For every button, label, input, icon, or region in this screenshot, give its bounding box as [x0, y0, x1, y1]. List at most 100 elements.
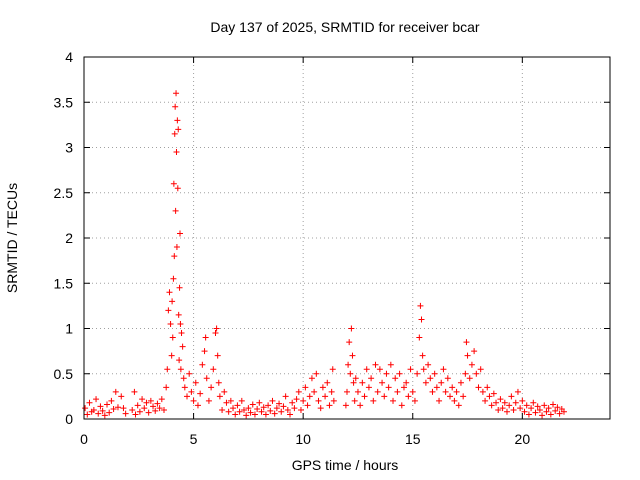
- data-point: [175, 311, 182, 318]
- data-point: [152, 407, 159, 414]
- data-point: [295, 388, 302, 395]
- data-point: [556, 410, 563, 417]
- data-point: [392, 375, 399, 382]
- data-point: [147, 397, 154, 404]
- data-point: [473, 370, 480, 377]
- data-point: [212, 330, 219, 337]
- data-point: [225, 408, 232, 415]
- data-point: [280, 403, 287, 410]
- data-point: [213, 325, 220, 332]
- x-tick-label: 0: [80, 431, 88, 447]
- data-point: [230, 405, 237, 412]
- data-point: [254, 406, 261, 413]
- data-point: [306, 393, 313, 400]
- data-point: [409, 388, 416, 395]
- y-tick-label: 1.5: [54, 275, 74, 291]
- data-point: [143, 399, 150, 406]
- data-point: [178, 330, 185, 337]
- data-point: [348, 325, 355, 332]
- data-point: [351, 397, 358, 404]
- data-point: [370, 397, 377, 404]
- data-point: [539, 412, 546, 419]
- data-point: [175, 126, 182, 133]
- data-point: [108, 397, 115, 404]
- data-point: [521, 408, 528, 415]
- data-point: [493, 399, 500, 406]
- data-point: [361, 393, 368, 400]
- data-point: [383, 370, 390, 377]
- data-point: [488, 402, 495, 409]
- data-point: [234, 402, 241, 409]
- data-point: [396, 370, 403, 377]
- data-point: [444, 375, 451, 382]
- data-point: [118, 393, 125, 400]
- y-axis-label: SRMTID / TECUs: [4, 183, 20, 293]
- data-point: [145, 409, 152, 416]
- data-point: [541, 402, 548, 409]
- data-point: [163, 384, 170, 391]
- data-point: [442, 388, 449, 395]
- data-point: [293, 396, 300, 403]
- data-point: [199, 361, 206, 368]
- chart-title: Day 137 of 2025, SRMTID for receiver bca…: [210, 19, 480, 35]
- data-point: [345, 361, 352, 368]
- y-tick-label: 3: [65, 140, 73, 156]
- data-point: [247, 409, 254, 416]
- data-point: [398, 402, 405, 409]
- data-point: [101, 412, 108, 419]
- data-point: [508, 393, 515, 400]
- data-point: [173, 244, 180, 251]
- data-point: [433, 384, 440, 391]
- data-point: [132, 411, 139, 418]
- data-point: [455, 402, 462, 409]
- data-point: [106, 409, 113, 416]
- data-point: [269, 397, 276, 404]
- data-point: [477, 366, 484, 373]
- data-point: [449, 384, 456, 391]
- data-point: [99, 407, 106, 414]
- data-point: [464, 352, 471, 359]
- data-point: [390, 397, 397, 404]
- data-point: [110, 406, 117, 413]
- data-point: [350, 379, 357, 386]
- data-point: [429, 388, 436, 395]
- data-point: [417, 302, 424, 309]
- data-point: [165, 307, 172, 314]
- data-point: [201, 348, 208, 355]
- data-point: [528, 405, 535, 412]
- data-point: [560, 408, 567, 415]
- data-point: [139, 396, 146, 403]
- data-point: [447, 393, 454, 400]
- data-point: [289, 399, 296, 406]
- data-point: [300, 397, 307, 404]
- data-point: [324, 379, 331, 386]
- data-point: [304, 402, 311, 409]
- data-point: [440, 366, 447, 373]
- data-point: [344, 388, 350, 395]
- data-point: [210, 366, 217, 373]
- data-point: [136, 408, 143, 415]
- data-point: [372, 361, 379, 368]
- data-point: [514, 388, 521, 395]
- data-point: [120, 405, 127, 412]
- data-point: [219, 406, 226, 413]
- data-point: [302, 384, 309, 391]
- data-point: [552, 407, 559, 414]
- data-point: [150, 403, 157, 410]
- data-point: [510, 406, 517, 413]
- data-point: [536, 406, 543, 413]
- data-point: [197, 390, 204, 397]
- data-point: [160, 406, 167, 413]
- data-point: [184, 393, 191, 400]
- data-point: [422, 379, 429, 386]
- y-tick-label: 4: [65, 49, 73, 65]
- data-point: [403, 379, 410, 386]
- data-point: [141, 405, 148, 412]
- data-point: [411, 397, 418, 404]
- data-point: [240, 406, 247, 413]
- data-point: [368, 375, 375, 382]
- data-point: [122, 410, 129, 417]
- data-point: [95, 410, 102, 417]
- data-point: [342, 402, 349, 409]
